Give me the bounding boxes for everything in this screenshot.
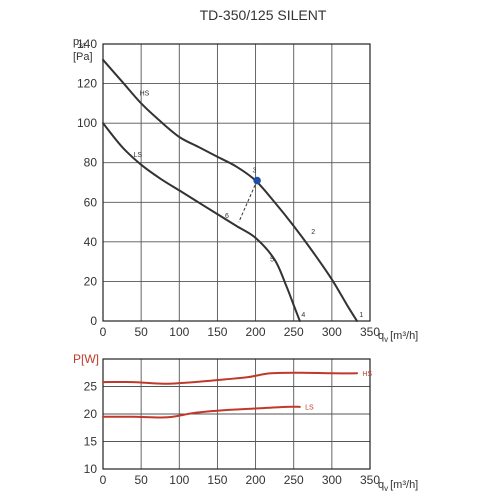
- x-tick-label: 300: [322, 473, 342, 487]
- power-series-labels: HS LS: [305, 371, 372, 412]
- operating-line: [238, 180, 258, 223]
- x-tick-label: 300: [322, 325, 342, 339]
- power-curves: [102, 371, 359, 419]
- y-tick-label: 25: [84, 380, 98, 394]
- power-y-axis-label: P[W]: [73, 352, 99, 366]
- point-label: 5: [270, 257, 274, 264]
- series-line-ls: [102, 405, 301, 419]
- series-label: HS: [362, 371, 372, 378]
- power-x-axis-label-unit: [m³/h]: [390, 479, 418, 491]
- y-tick-label: 80: [84, 156, 98, 170]
- point-label: HS: [140, 90, 150, 97]
- pressure-y-axis-unit: [Pa]: [73, 51, 93, 63]
- pressure-curves: [102, 58, 359, 322]
- y-tick-label: 20: [84, 274, 98, 288]
- point-label: 3: [253, 168, 257, 175]
- x-tick-label: 0: [100, 473, 107, 487]
- x-tick-label: 150: [207, 473, 227, 487]
- pressure-x-axis-label-sub: v: [384, 335, 388, 344]
- series-label: LS: [305, 404, 314, 411]
- power-x-axis-label-sub: v: [384, 484, 388, 493]
- x-tick-label: 250: [284, 325, 304, 339]
- pressure-y-axis-label: pst: [73, 36, 86, 50]
- pressure-point-labels: HS LS 3 2 6 5 4 1: [134, 90, 364, 319]
- y-tick-label: 15: [84, 435, 98, 449]
- x-tick-label: 250: [284, 473, 304, 487]
- x-tick-label: 50: [134, 325, 148, 339]
- pressure-y-axis-label-main: p: [73, 36, 79, 48]
- x-tick-label: 50: [134, 473, 148, 487]
- point-label: 6: [225, 213, 229, 220]
- y-tick-label: 60: [84, 195, 98, 209]
- chart-title: TD-350/125 SILENT: [200, 7, 327, 23]
- point-label: 1: [359, 312, 363, 319]
- y-tick-label: 140: [77, 37, 97, 51]
- y-tick-label: 10: [84, 462, 98, 476]
- x-tick-label: 100: [169, 473, 189, 487]
- plot-frame: [102, 43, 371, 322]
- series-line-hs: [102, 58, 359, 322]
- point-label: 2: [311, 229, 315, 236]
- pressure-chart: 0 50 100 150 200 250 300 350020406080100120140 …: [73, 36, 418, 344]
- pressure-x-axis-label-main: q: [378, 330, 384, 342]
- series-line-ls: [102, 122, 301, 322]
- y-tick-label: 0: [90, 314, 97, 328]
- point-label: 4: [301, 312, 305, 319]
- x-tick-label: 100: [169, 325, 189, 339]
- power-tick-labels: 0 50 100 150 200 250 300 350 10 15 20 25: [84, 380, 381, 488]
- pressure-x-axis-label-unit: [m³/h]: [390, 330, 418, 342]
- pressure-x-axis-label: qv [m³/h]: [378, 330, 418, 344]
- x-tick-label: 150: [207, 325, 227, 339]
- x-tick-label: 200: [246, 325, 266, 339]
- x-tick-label: 350: [360, 473, 380, 487]
- y-tick-label: 20: [84, 407, 98, 421]
- x-tick-label: 350: [360, 325, 380, 339]
- y-tick-label: 120: [77, 77, 97, 91]
- power-x-axis-label-main: q: [378, 479, 384, 491]
- y-tick-label: 40: [84, 235, 98, 249]
- plot-frame: [102, 358, 371, 470]
- point-label: LS: [134, 152, 143, 159]
- series-line-hs: [102, 371, 359, 385]
- operating-point: [253, 176, 261, 185]
- power-grid: [102, 358, 371, 470]
- y-tick-label: 100: [77, 116, 97, 130]
- pressure-y-axis-label-sub: st: [79, 41, 86, 50]
- power-x-axis-label: qv [m³/h]: [378, 479, 418, 493]
- pressure-tick-labels: 0 50 100 150 200 250 300 350 0 20 40 60 80 100 120 140: [77, 37, 380, 339]
- x-tick-label: 0: [100, 325, 107, 339]
- pressure-grid: [102, 43, 371, 322]
- x-tick-label: 200: [246, 473, 266, 487]
